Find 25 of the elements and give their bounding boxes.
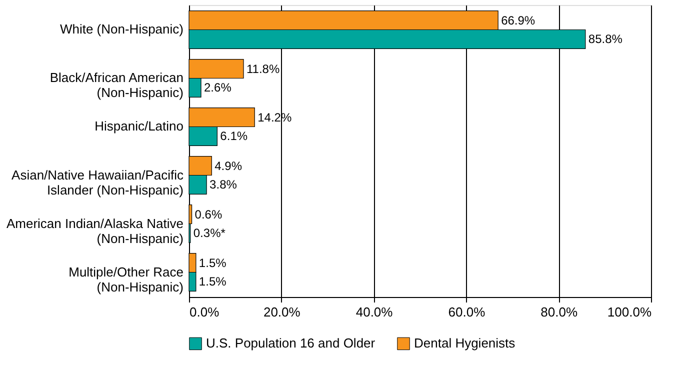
y-tick-label: Asian/Native Hawaiian/Pacific Islander (Non-Hispanic) <box>12 167 184 198</box>
x-tick-label: 20.0% <box>263 304 301 320</box>
data-label: 0.3%* <box>193 226 226 240</box>
y-tick-label: Black/African American (Non-Hispanic) <box>50 70 184 100</box>
data-label: 3.8% <box>210 178 238 192</box>
data-label: 4.9% <box>214 158 242 173</box>
legend-label: U.S. Population 16 and Older <box>206 336 376 351</box>
y-tick-label: Multiple/Other Race (Non-Hispanic) <box>68 264 184 294</box>
y-tick-label: Hispanic/Latino <box>94 118 184 134</box>
y-tick-label: American Indian/Alaska Native (Non-Hispanic) <box>6 216 184 246</box>
data-label: 66.9% <box>501 13 536 28</box>
x-tick-label: 40.0% <box>356 304 394 320</box>
data-label: 1.5% <box>198 274 227 289</box>
x-tick-label: 60.0% <box>448 304 486 320</box>
x-tick-label: 0.0% <box>190 304 220 320</box>
data-label: 6.1% <box>220 129 248 144</box>
data-label: 2.6% <box>204 80 232 95</box>
data-label: 1.5% <box>198 256 227 270</box>
data-label: 11.8% <box>246 62 280 76</box>
data-label: 0.6% <box>194 207 222 222</box>
x-tick-label: 100.0% <box>607 304 652 320</box>
data-label: 85.8% <box>588 32 623 46</box>
x-tick-label: 80.0% <box>540 304 578 320</box>
legend-label: Dental Hygienists <box>414 336 516 351</box>
y-tick-label: White (Non-Hispanic) <box>60 22 184 37</box>
